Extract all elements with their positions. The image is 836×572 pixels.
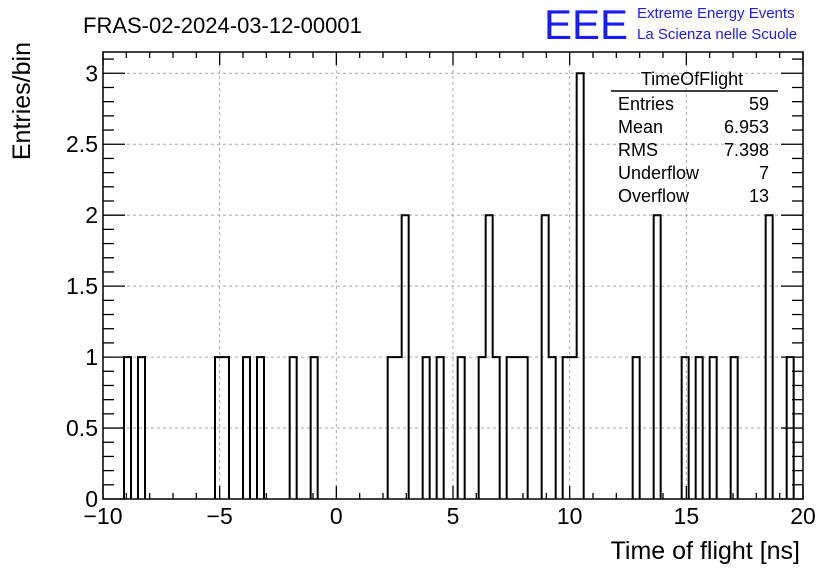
- grid: [103, 52, 803, 499]
- x-tick-label: 10: [557, 503, 583, 529]
- eee-logo-mark: EEE: [544, 1, 628, 48]
- stats-box: TimeOfFlight Entries 59 Mean 6.953 RMS 7.398 U…: [611, 69, 778, 206]
- y-tick-label: 0: [85, 486, 98, 512]
- y-tick-label: 0.5: [66, 415, 98, 441]
- x-axis-label: Time of flight [ns]: [611, 537, 800, 565]
- stats-row-label: Overflow: [618, 186, 690, 206]
- x-tick-label: −5: [207, 503, 233, 529]
- x-tick-label: 15: [674, 503, 700, 529]
- chart-title: FRAS-02-2024-03-12-00001: [83, 13, 362, 38]
- x-tick-label: −10: [83, 503, 122, 529]
- stats-box-title: TimeOfFlight: [641, 69, 743, 89]
- axis-ticks: [102, 52, 804, 500]
- y-tick-label: 3: [85, 60, 98, 86]
- stats-row-label: Underflow: [618, 163, 700, 183]
- stats-row-value: 59: [749, 94, 769, 114]
- y-tick-label: 1: [85, 344, 98, 370]
- histogram-series: [123, 72, 795, 499]
- stats-row-value: 6.953: [724, 117, 769, 137]
- stats-row-value: 7: [759, 163, 769, 183]
- stats-row: Mean 6.953: [618, 117, 769, 137]
- y-tick-label: 1.5: [66, 273, 98, 299]
- x-tick-label: 0: [330, 503, 343, 529]
- stats-row-value: 7.398: [724, 140, 769, 160]
- stats-row-label: RMS: [618, 140, 658, 160]
- y-tick-labels: 0 0.5 1 1.5 2 2.5 3: [66, 60, 98, 512]
- stats-row: Overflow 13: [618, 186, 769, 206]
- x-tick-label: 20: [790, 503, 816, 529]
- stats-row-value: 13: [749, 186, 769, 206]
- y-tick-label: 2: [85, 202, 98, 228]
- eee-logo-line1: Extreme Energy Events: [637, 5, 795, 22]
- y-axis-label: Entries/bin: [8, 42, 36, 160]
- y-tick-label: 2.5: [66, 131, 98, 157]
- stats-row-label: Mean: [618, 117, 663, 137]
- stats-row-label: Entries: [618, 94, 674, 114]
- stats-row: RMS 7.398: [618, 140, 769, 160]
- eee-logo: EEE Extreme Energy Events La Scienza nel…: [544, 1, 797, 48]
- x-tick-label: 5: [447, 503, 460, 529]
- stats-row: Entries 59: [618, 94, 769, 114]
- eee-logo-line2: La Scienza nelle Scuole: [637, 26, 797, 43]
- x-tick-labels: −10 −5 0 5 10 15 20: [83, 503, 815, 529]
- stats-row: Underflow 7: [618, 163, 769, 183]
- stats-rows: Entries 59 Mean 6.953 RMS 7.398 Underflow 7 Over…: [618, 94, 769, 206]
- histogram-outline: [123, 72, 795, 499]
